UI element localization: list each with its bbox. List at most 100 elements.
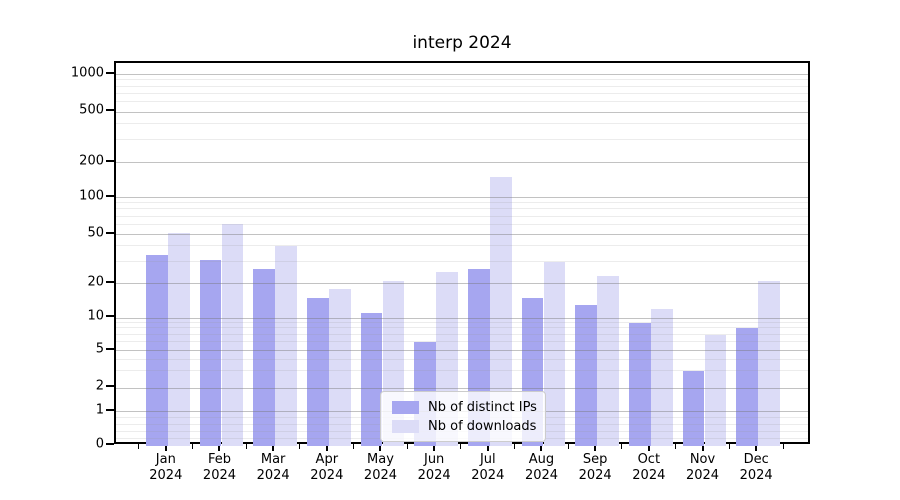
legend-entry-distinct-ips: Nb of distinct IPs — [381, 400, 545, 415]
x-minor-tick-mark — [406, 444, 408, 449]
y-minor-gridline — [116, 139, 808, 141]
bar-distinct-ips — [682, 371, 705, 446]
y-tick-label: 50 — [87, 225, 104, 240]
y-major-gridline — [116, 197, 808, 198]
x-tick-label: Mar 2024 — [256, 452, 290, 483]
x-tick-mark — [272, 444, 275, 451]
y-tick-label: 20 — [87, 274, 104, 289]
y-tick-mark — [106, 194, 114, 197]
y-minor-gridline — [116, 327, 808, 329]
legend-label-downloads: Nb of downloads — [428, 418, 537, 434]
x-tick-label: Dec 2024 — [739, 452, 773, 483]
x-minor-tick-mark — [782, 444, 784, 449]
y-minor-gridline — [116, 123, 808, 125]
chart-title: interp 2024 — [412, 33, 512, 53]
bar-distinct-ips — [360, 313, 383, 446]
y-minor-gridline — [116, 208, 808, 210]
x-tick-label: Apr 2024 — [310, 452, 344, 483]
y-tick-mark — [106, 71, 114, 74]
y-minor-gridline — [116, 340, 808, 342]
y-major-gridline — [116, 74, 808, 75]
bar-distinct-ips — [736, 328, 758, 446]
bar-downloads — [490, 177, 512, 446]
legend-label-distinct-ips: Nb of distinct IPs — [428, 399, 537, 415]
x-tick-mark — [701, 444, 704, 451]
y-minor-gridline — [116, 370, 808, 372]
y-minor-gridline — [116, 202, 808, 204]
bar-downloads — [543, 261, 566, 446]
y-major-gridline — [116, 350, 808, 351]
y-tick-mark — [106, 231, 114, 234]
x-minor-tick-mark — [353, 444, 355, 449]
y-major-gridline — [116, 283, 808, 284]
y-major-gridline — [116, 317, 808, 319]
bar-distinct-ips — [146, 255, 168, 446]
x-minor-tick-mark — [514, 444, 516, 449]
x-tick-label: Sep 2024 — [578, 452, 612, 483]
x-minor-tick-mark — [460, 444, 462, 449]
legend: Nb of distinct IPs Nb of downloads — [380, 391, 546, 442]
bar-downloads — [221, 223, 244, 446]
bar-downloads — [275, 246, 297, 446]
x-tick-label: Jul 2024 — [471, 452, 505, 483]
y-tick-label: 0 — [95, 436, 104, 452]
x-tick-mark — [379, 444, 382, 451]
bar-distinct-ips — [199, 260, 222, 446]
x-minor-tick-mark — [299, 444, 301, 449]
y-minor-gridline — [116, 223, 808, 225]
y-tick-mark — [106, 385, 114, 387]
y-major-gridline — [116, 234, 808, 235]
y-minor-gridline — [116, 321, 808, 323]
x-tick-label: Nov 2024 — [685, 452, 720, 483]
x-tick-mark — [218, 444, 221, 451]
bar-downloads — [329, 288, 351, 446]
x-minor-tick-mark — [728, 444, 730, 449]
bar-distinct-ips — [307, 297, 329, 446]
x-tick-label: Jan 2024 — [149, 452, 183, 483]
x-minor-tick-mark — [621, 444, 623, 449]
x-minor-tick-mark — [192, 444, 194, 449]
y-tick-label: 200 — [79, 153, 104, 168]
bar-downloads — [597, 276, 619, 446]
x-tick-label: Oct 2024 — [632, 452, 666, 483]
x-tick-label: Feb 2024 — [202, 452, 237, 483]
x-tick-mark — [433, 444, 436, 451]
bar-downloads — [651, 308, 673, 446]
bar-downloads — [704, 334, 727, 446]
y-minor-gridline — [116, 358, 808, 360]
y-minor-gridline — [116, 245, 808, 247]
bar-downloads — [758, 280, 780, 446]
plot-area — [114, 61, 810, 446]
x-tick-mark — [540, 444, 543, 451]
y-minor-gridline — [116, 215, 808, 217]
y-tick-mark — [106, 159, 114, 162]
y-major-gridline — [116, 387, 808, 389]
y-tick-mark — [106, 408, 114, 411]
x-tick-label: Aug 2024 — [524, 452, 559, 483]
x-tick-mark — [164, 444, 167, 451]
x-tick-mark — [755, 444, 758, 451]
bar-distinct-ips — [575, 304, 597, 446]
y-tick-label: 1 — [95, 402, 104, 417]
y-tick-label: 5 — [95, 341, 104, 356]
x-tick-label: Jun 2024 — [417, 452, 451, 483]
y-major-gridline — [116, 111, 808, 113]
y-tick-label: 500 — [79, 102, 104, 118]
x-tick-mark — [647, 444, 650, 451]
y-minor-gridline — [116, 92, 808, 94]
x-tick-mark — [594, 444, 597, 451]
y-tick-mark — [106, 109, 114, 111]
y-tick-label: 2 — [95, 378, 104, 394]
x-minor-tick-mark — [245, 444, 247, 449]
y-minor-gridline — [116, 333, 808, 335]
x-tick-mark — [486, 444, 489, 451]
x-minor-tick-mark — [138, 444, 140, 449]
y-tick-mark — [106, 443, 114, 445]
x-tick-label: May 2024 — [363, 452, 398, 483]
bar-distinct-ips — [253, 269, 275, 446]
x-minor-tick-mark — [567, 444, 569, 449]
x-minor-tick-mark — [675, 444, 677, 449]
y-major-gridline — [116, 162, 808, 163]
y-tick-mark — [106, 315, 114, 317]
y-minor-gridline — [116, 79, 808, 81]
